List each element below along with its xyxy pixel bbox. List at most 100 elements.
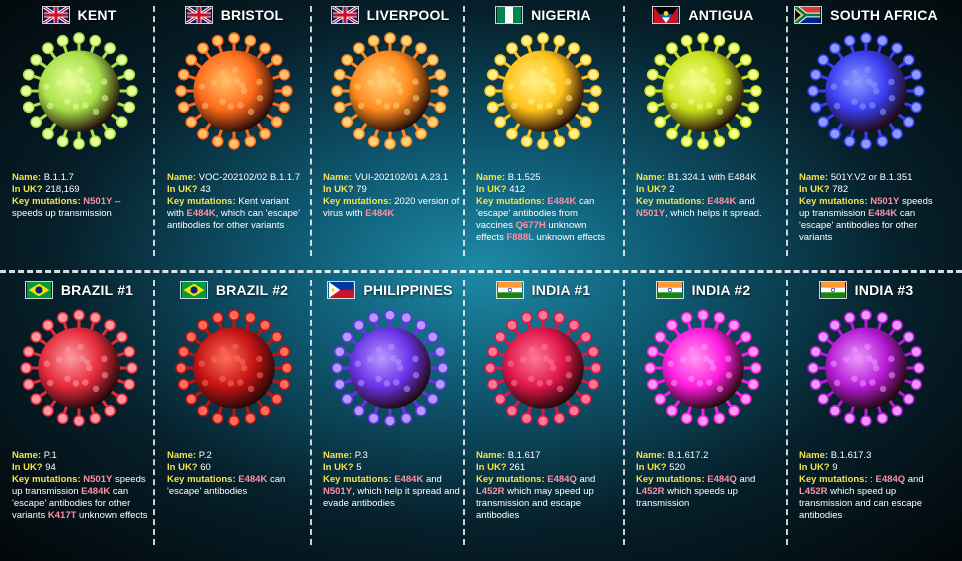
variant-key-mutations: Key mutations: E484Q and L452R which spe… bbox=[636, 474, 756, 509]
variant-title: PHILIPPINES bbox=[311, 281, 469, 299]
variant-title: INDIA #2 bbox=[624, 281, 782, 299]
variant-info: Name: P.2 In UK? 60 Key mutations: E484K c… bbox=[167, 450, 307, 498]
variant-title: LIVERPOOL bbox=[311, 6, 469, 24]
column-divider bbox=[153, 280, 155, 545]
variant-name: Name: VUI-202102/01 A.23.1 bbox=[323, 172, 449, 183]
flag-icon bbox=[24, 281, 53, 299]
variant-in-uk: In UK? 218,169 bbox=[12, 184, 80, 195]
variant-key-mutations: Key mutations: E484K can 'escape' antibo… bbox=[476, 196, 606, 243]
variant-info: Name: B.1.617 In UK? 261 Key mutations: E4… bbox=[476, 450, 616, 522]
variant-card: PHILIPPINES Name: P.3 In UK? 5 Key mutation… bbox=[311, 272, 469, 542]
variant-info: Name: P.3 In UK? 5 Key mutations: E484K an… bbox=[323, 450, 463, 510]
variant-key-mutations: Key mutations: N501Y speeds up transmiss… bbox=[12, 474, 148, 521]
column-divider bbox=[623, 6, 625, 256]
variant-name: Name: B.1.525 bbox=[476, 172, 541, 183]
variant-info: Name: 501Y.V2 or B.1.351 In UK? 782 Key mu… bbox=[799, 172, 939, 244]
row-divider bbox=[0, 270, 962, 273]
variant-card: KENT Name: B.1.1.7 In UK? 218,169 Key mutat… bbox=[0, 0, 158, 270]
variant-info: Name: B.1.525 In UK? 412 Key mutations: E4… bbox=[476, 172, 616, 244]
variant-key-mutations: Key mutations: E484K and N501Y, which he… bbox=[323, 474, 460, 509]
virus-illustration bbox=[20, 309, 138, 427]
variant-name: Name: P.1 bbox=[12, 450, 57, 461]
variant-card: INDIA #1 Name: B.1.617 In UK? 261 Key mutat… bbox=[464, 272, 622, 542]
variant-title: ANTIGUA bbox=[624, 6, 782, 24]
variant-title-label: INDIA #1 bbox=[531, 282, 591, 298]
variant-card: LIVERPOOL Name: VUI-202102/01 A.23.1 In UK… bbox=[311, 0, 469, 270]
virus-illustration bbox=[175, 32, 293, 150]
variant-title-label: BRAZIL #1 bbox=[60, 282, 134, 298]
variant-card: BRISTOL Name: VOC-202102/02 B.1.1.7 In UK?… bbox=[155, 0, 313, 270]
variant-info: Name: B.1.617.3 In UK? 9 Key mutations: : … bbox=[799, 450, 939, 522]
variant-card: INDIA #3 Name: B.1.617.3 In UK? 9 Key mutat… bbox=[787, 272, 945, 542]
variant-card: ANTIGUA Name: B1.324.1 with E484K In UK? 2… bbox=[624, 0, 782, 270]
variant-name: Name: 501Y.V2 or B.1.351 bbox=[799, 172, 913, 183]
column-divider bbox=[463, 280, 465, 545]
variant-card: NIGERIA Name: B.1.525 In UK? 412 Key mutati… bbox=[464, 0, 622, 270]
flag-icon bbox=[41, 6, 70, 24]
variant-info: Name: P.1 In UK? 94 Key mutations: N501Y s… bbox=[12, 450, 152, 522]
variant-card: INDIA #2 Name: B.1.617.2 In UK? 520 Key mut… bbox=[624, 272, 782, 542]
virus-illustration bbox=[807, 32, 925, 150]
variant-in-uk: In UK? 261 bbox=[476, 462, 526, 473]
flag-icon bbox=[179, 281, 208, 299]
virus-illustration bbox=[484, 32, 602, 150]
virus-illustration bbox=[484, 309, 602, 427]
variant-title-label: BRISTOL bbox=[220, 7, 284, 23]
variant-key-mutations: Key mutations: : E484Q and L452R which s… bbox=[799, 474, 924, 521]
variant-in-uk: In UK? 520 bbox=[636, 462, 686, 473]
column-divider bbox=[623, 280, 625, 545]
variant-title-label: BRAZIL #2 bbox=[215, 282, 289, 298]
variant-in-uk: In UK? 94 bbox=[12, 462, 56, 473]
variant-card: SOUTH AFRICA Name: 501Y.V2 or B.1.351 In U… bbox=[787, 0, 945, 270]
variant-title: INDIA #1 bbox=[464, 281, 622, 299]
virus-illustration bbox=[644, 309, 762, 427]
variant-title: BRAZIL #2 bbox=[155, 281, 313, 299]
variant-in-uk: In UK? 2 bbox=[636, 184, 675, 195]
variant-in-uk: In UK? 9 bbox=[799, 462, 838, 473]
variant-title: BRAZIL #1 bbox=[0, 281, 158, 299]
flag-icon bbox=[495, 6, 524, 24]
virus-illustration bbox=[331, 32, 449, 150]
variant-in-uk: In UK? 43 bbox=[167, 184, 211, 195]
variant-key-mutations: Key mutations: E484Q and L452R which may… bbox=[476, 474, 596, 521]
variant-key-mutations: Key mutations: Kent variant with E484K, … bbox=[167, 196, 301, 231]
variant-name: Name: B.1.617 bbox=[476, 450, 541, 461]
variant-info: Name: B.1.617.2 In UK? 520 Key mutations: … bbox=[636, 450, 776, 510]
variant-name: Name: P.2 bbox=[167, 450, 212, 461]
variant-title-label: NIGERIA bbox=[531, 7, 591, 23]
variant-info: Name: B1.324.1 with E484K In UK? 2 Key mut… bbox=[636, 172, 776, 220]
column-divider bbox=[786, 280, 788, 545]
column-divider bbox=[310, 280, 312, 545]
variant-title-label: INDIA #3 bbox=[854, 282, 914, 298]
variant-title: INDIA #3 bbox=[787, 281, 945, 299]
flag-icon bbox=[495, 281, 524, 299]
variant-key-mutations: Key mutations: N501Y – speeds up transmi… bbox=[12, 196, 121, 219]
variant-info: Name: VUI-202102/01 A.23.1 In UK? 79 Key m… bbox=[323, 172, 463, 220]
virus-illustration bbox=[331, 309, 449, 427]
virus-illustration bbox=[644, 32, 762, 150]
variant-key-mutations: Key mutations: E484K can 'escape' antibo… bbox=[167, 474, 286, 497]
variant-name: Name: B.1.617.3 bbox=[799, 450, 872, 461]
variant-key-mutations: Key mutations: E484K and N501Y, which he… bbox=[636, 196, 762, 219]
variant-in-uk: In UK? 5 bbox=[323, 462, 362, 473]
variant-title: NIGERIA bbox=[464, 6, 622, 24]
variant-name: Name: B.1.617.2 bbox=[636, 450, 709, 461]
variant-key-mutations: Key mutations: N501Y speeds up transmiss… bbox=[799, 196, 933, 243]
variant-name: Name: B1.324.1 with E484K bbox=[636, 172, 757, 183]
variant-in-uk: In UK? 60 bbox=[167, 462, 211, 473]
variant-in-uk: In UK? 782 bbox=[799, 184, 849, 195]
flag-icon bbox=[327, 281, 356, 299]
variant-title-label: LIVERPOOL bbox=[366, 7, 450, 23]
virus-illustration bbox=[20, 32, 138, 150]
flag-icon bbox=[184, 6, 213, 24]
variant-title-label: INDIA #2 bbox=[691, 282, 751, 298]
variant-title: BRISTOL bbox=[155, 6, 313, 24]
flag-icon bbox=[652, 6, 681, 24]
column-divider bbox=[153, 6, 155, 256]
variant-key-mutations: Key mutations: 2020 version of virus wit… bbox=[323, 196, 460, 219]
column-divider bbox=[786, 6, 788, 256]
variant-in-uk: In UK? 79 bbox=[323, 184, 367, 195]
variant-title-label: PHILIPPINES bbox=[363, 282, 453, 298]
flag-icon bbox=[794, 6, 823, 24]
